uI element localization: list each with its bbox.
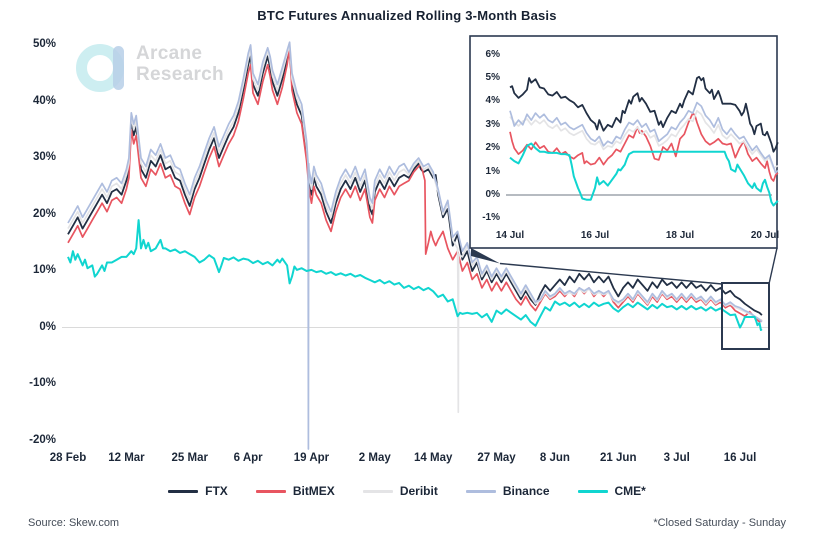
logo-text: Arcane Research bbox=[136, 43, 224, 85]
main-y-tick: 20% bbox=[32, 207, 56, 220]
main-x-tick: 12 Mar bbox=[108, 452, 145, 464]
inset-y-tick: 3% bbox=[485, 118, 500, 130]
main-x-tick: 6 Apr bbox=[233, 452, 263, 464]
inset-y-tick: 4% bbox=[485, 95, 500, 107]
inset-y-tick: 5% bbox=[485, 72, 500, 83]
inset-connector-right bbox=[768, 247, 778, 285]
arcane-research-logo: Arcane Research bbox=[76, 42, 226, 94]
inset-y-tick: 6% bbox=[485, 48, 500, 60]
main-y-tick: 0% bbox=[39, 320, 56, 333]
chart-legend: FTX BitMEX Deribit Binance CME* bbox=[0, 484, 814, 498]
inset-x-tick: 18 Jul bbox=[665, 230, 695, 241]
logo-text-line1: Arcane bbox=[136, 43, 203, 64]
inset-y-tick: 0% bbox=[485, 189, 500, 200]
legend-swatch bbox=[168, 489, 199, 493]
legend-swatch bbox=[362, 489, 393, 493]
chart-title: BTC Futures Annualized Rolling 3-Month B… bbox=[257, 8, 557, 23]
inset-fold bbox=[471, 248, 500, 264]
logo-text-line2: Research bbox=[136, 64, 224, 85]
legend-item-bitmex: BitMEX bbox=[255, 484, 335, 498]
main-y-tick: 30% bbox=[32, 151, 56, 163]
main-x-tick: 8 Jun bbox=[539, 452, 570, 464]
legend-label: CME* bbox=[614, 484, 646, 498]
main-x-tick: 27 May bbox=[477, 452, 516, 464]
inset-y-tick: 2% bbox=[485, 142, 500, 154]
zoom-source-box bbox=[721, 282, 770, 350]
legend-label: Deribit bbox=[399, 484, 438, 498]
main-y-tick: 50% bbox=[32, 38, 56, 50]
legend-swatch bbox=[255, 489, 286, 493]
series-main-CME bbox=[67, 219, 763, 331]
legend-swatch bbox=[465, 489, 496, 493]
series-inset-CME bbox=[509, 142, 779, 207]
inset-panel bbox=[469, 35, 778, 249]
inset-x-tick: 14 Jul bbox=[495, 230, 525, 241]
inset-y-tick: 1% bbox=[485, 165, 500, 177]
main-x-tick: 16 Jul bbox=[723, 452, 757, 464]
series-inset-BitMEX bbox=[509, 112, 779, 182]
series-main-FTX bbox=[67, 49, 763, 316]
legend-label: BitMEX bbox=[292, 484, 335, 498]
main-x-tick: 14 May bbox=[414, 452, 453, 464]
source-label: Source: Skew.com bbox=[28, 517, 120, 529]
legend-swatch bbox=[577, 489, 608, 493]
legend-label: FTX bbox=[205, 484, 228, 498]
legend-item-ftx: FTX bbox=[168, 484, 228, 498]
main-x-tick: 25 Mar bbox=[171, 452, 208, 464]
inset-x-tick: 16 Jul bbox=[580, 230, 610, 241]
series-main-Binance bbox=[67, 41, 763, 450]
series-inset-FTX bbox=[509, 75, 779, 153]
main-x-tick: 2 May bbox=[358, 452, 391, 464]
legend-item-cme: CME* bbox=[577, 484, 646, 498]
legend-label: Binance bbox=[502, 484, 550, 498]
logo-bar-mark bbox=[113, 46, 124, 90]
inset-y-tick: -1% bbox=[482, 212, 500, 224]
inset-x-tick: 20 Jul bbox=[750, 230, 780, 241]
main-y-tick: 40% bbox=[32, 94, 56, 107]
legend-item-deribit: Deribit bbox=[362, 484, 438, 498]
main-x-tick: 19 Apr bbox=[293, 452, 330, 464]
series-main-Deribit bbox=[67, 44, 763, 414]
closed-saturday-sunday-note: *Closed Saturday - Sunday bbox=[653, 517, 786, 529]
series-inset-Deribit bbox=[509, 109, 779, 169]
main-x-tick: 3 Jul bbox=[663, 452, 690, 464]
main-x-tick: 21 Jun bbox=[600, 452, 637, 464]
main-y-tick: 10% bbox=[32, 264, 56, 276]
main-x-tick: 28 Feb bbox=[49, 452, 87, 464]
main-y-tick: -20% bbox=[29, 433, 56, 446]
inset-connector-left bbox=[499, 262, 723, 285]
series-inset-Binance bbox=[509, 101, 779, 174]
main-y-tick: -10% bbox=[29, 377, 56, 389]
legend-item-binance: Binance bbox=[465, 484, 550, 498]
